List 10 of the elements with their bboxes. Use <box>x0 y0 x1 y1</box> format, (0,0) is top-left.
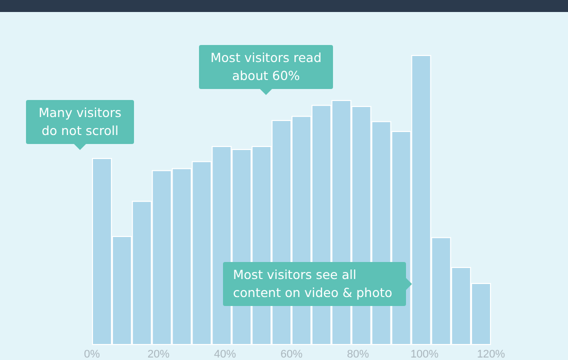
annotation: Most visitors read about 60% <box>199 45 333 89</box>
x-tick-label: 120% <box>476 348 506 360</box>
x-tick-label: 40% <box>214 348 236 360</box>
x-tick-label: 0% <box>84 348 100 360</box>
x-tick-label: 100% <box>410 348 439 360</box>
x-tick-label: 80% <box>346 348 370 360</box>
annotation: Most visitors see all content on video & photo <box>223 262 406 306</box>
annotation: Many visitors do not scroll <box>26 100 134 144</box>
x-tick-label: 60% <box>280 348 303 360</box>
x-tick-label: 20% <box>147 348 170 360</box>
